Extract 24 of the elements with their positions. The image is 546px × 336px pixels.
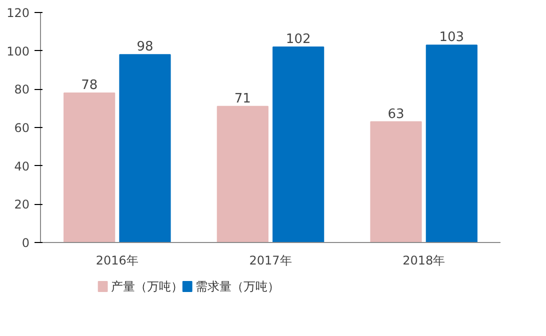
x-tick-label: 2017年	[249, 254, 292, 268]
x-tick-label: 2018年	[402, 254, 446, 268]
y-tick-label: 0	[22, 236, 30, 250]
y-tick-label: 100	[6, 44, 30, 58]
data-label: 103	[439, 30, 464, 46]
x-tick-label: 2016年	[96, 254, 138, 268]
bar	[370, 121, 422, 242]
bar	[216, 106, 268, 242]
bar	[119, 54, 171, 242]
legend-label: 产量（万吨）	[110, 280, 183, 294]
y-tick-label: 60	[14, 121, 30, 135]
data-label: 98	[136, 40, 154, 55]
bar	[426, 44, 478, 242]
data-label: 63	[388, 106, 404, 122]
bar	[272, 46, 324, 242]
data-label: 102	[286, 32, 311, 47]
data-label: 71	[234, 91, 251, 106]
legend-label: 需求量（万吨）	[195, 280, 280, 294]
y-tick-label: 120	[6, 6, 30, 20]
bar	[64, 92, 116, 242]
data-label: 78	[81, 78, 98, 93]
y-tick-label: 40	[14, 159, 30, 174]
y-tick-label: 20	[14, 198, 30, 212]
y-tick-label: 80	[14, 82, 30, 97]
